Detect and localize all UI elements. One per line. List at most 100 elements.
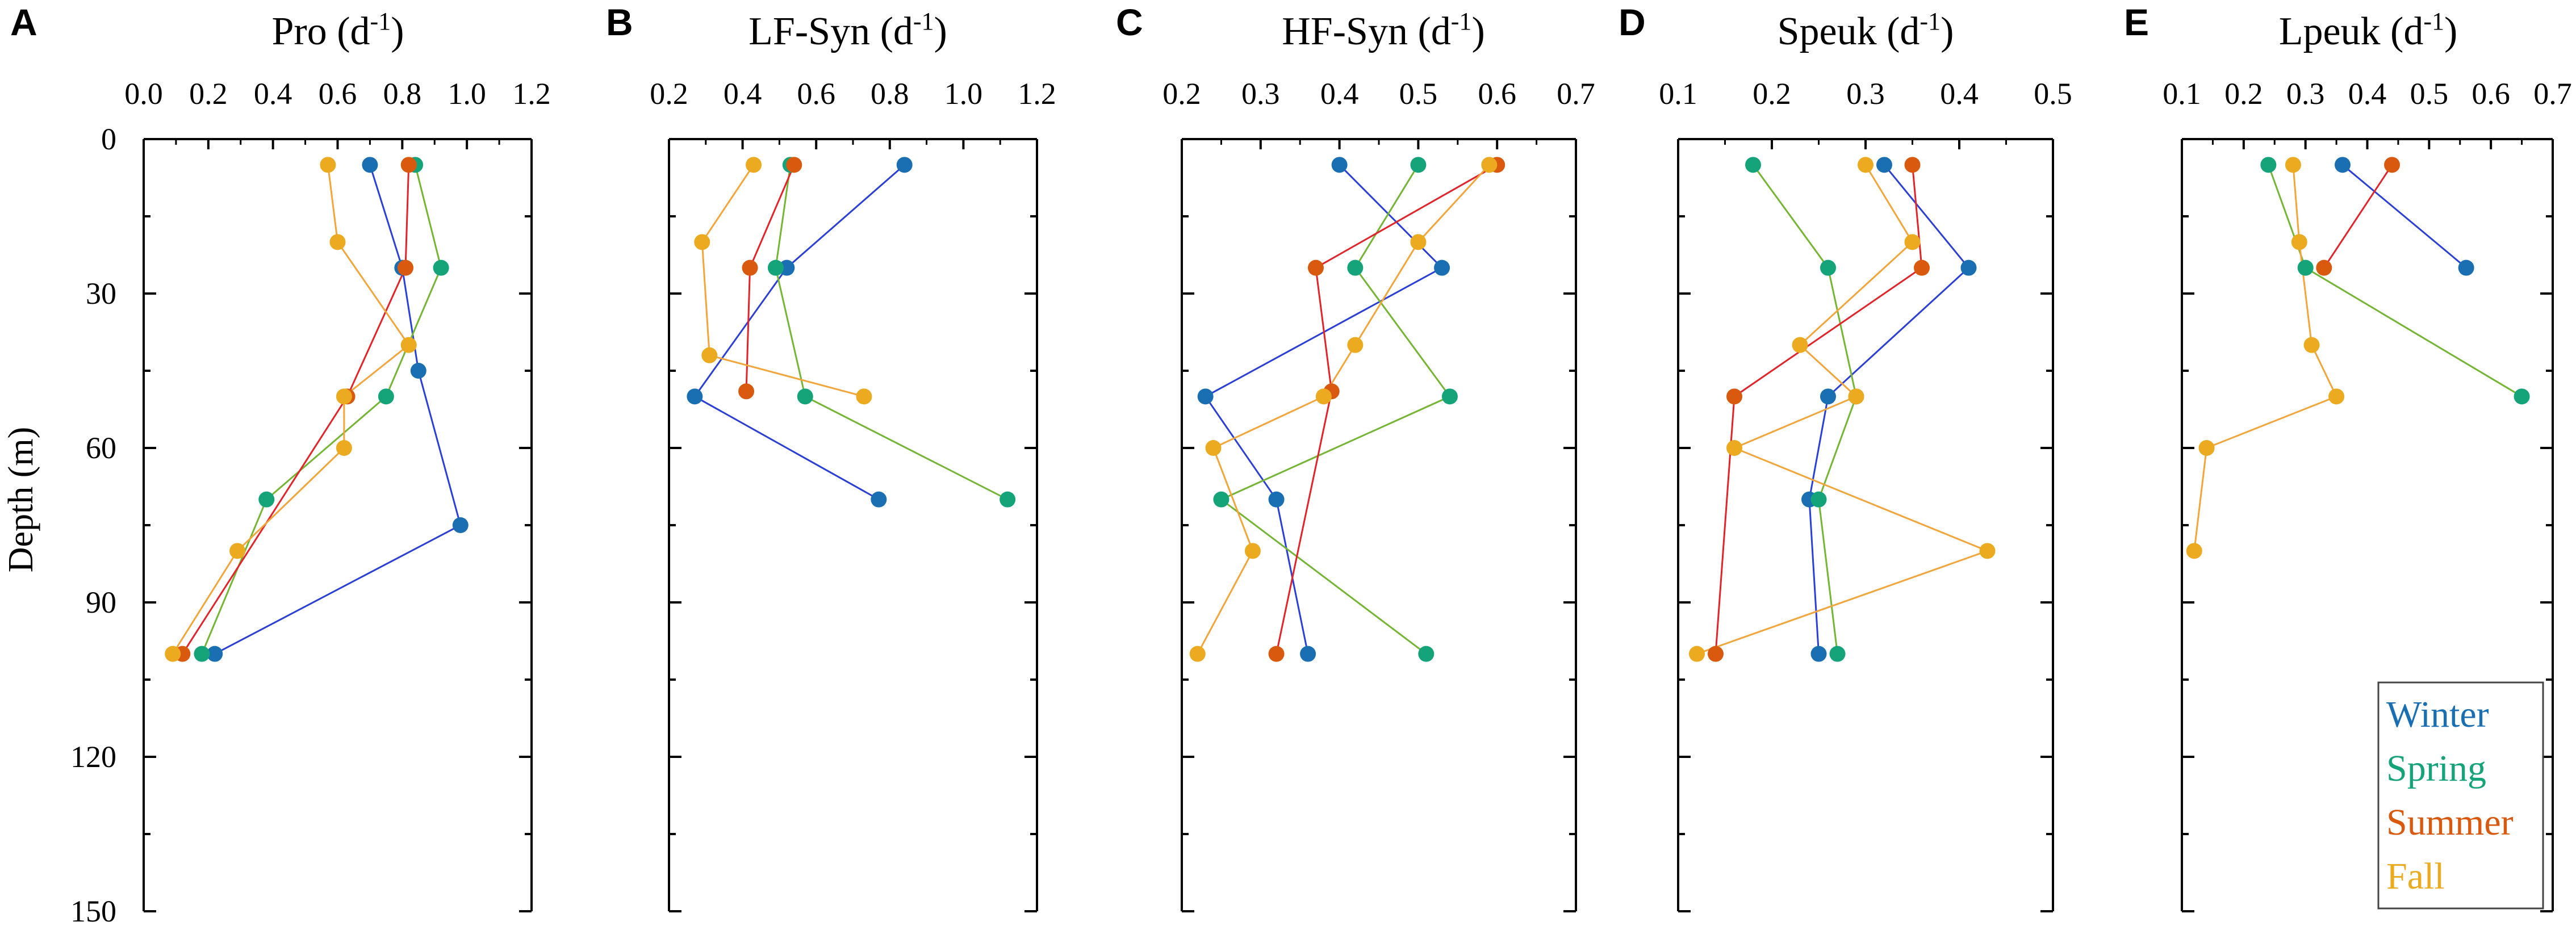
title-unit-sup-d: -1 [1920, 7, 1941, 35]
data-point-fall-b [694, 234, 710, 250]
series-line-summer-b [745, 164, 795, 392]
x-tick-label-b: 0.6 [797, 77, 835, 111]
legend-entry-spring: Spring [2386, 748, 2486, 789]
data-point-winter-c [1434, 259, 1450, 276]
x-tick-label-e: 0.3 [2286, 77, 2325, 111]
data-point-winter-c [1268, 491, 1285, 508]
x-tick-label-b: 0.2 [650, 77, 688, 111]
data-point-fall-a [336, 388, 352, 405]
data-point-fall-c [1244, 543, 1261, 559]
data-point-fall-c [1410, 234, 1427, 250]
data-point-fall-c [1189, 646, 1206, 662]
data-point-spring-c [1410, 157, 1427, 173]
title-unit-end-d: ) [1941, 10, 1954, 53]
data-point-summer-d [1914, 259, 1930, 276]
x-tick-label-d: 0.4 [1940, 77, 1979, 111]
data-point-winter-c [1331, 157, 1348, 173]
legend-box [2377, 681, 2544, 910]
data-point-winter-d [1960, 259, 1977, 276]
data-point-spring-a [258, 491, 275, 508]
data-point-summer-a [400, 157, 417, 173]
data-point-spring-c [1347, 259, 1364, 276]
data-point-fall-d [1726, 440, 1742, 456]
data-point-summer-b [742, 259, 758, 276]
x-tick-label-e: 0.7 [2533, 77, 2572, 111]
data-point-spring-e [2514, 388, 2530, 405]
data-point-spring-c [1418, 646, 1435, 662]
x-tick-label-c: 0.2 [1162, 77, 1201, 111]
data-point-fall-b [856, 388, 872, 405]
data-point-fall-c [1347, 337, 1364, 353]
data-point-spring-e [2260, 157, 2277, 173]
x-tick-label-e: 0.4 [2348, 77, 2387, 111]
series-line-winter-d [1808, 164, 1970, 654]
x-tick-label-a: 1.2 [512, 77, 551, 111]
data-point-summer-b [738, 383, 755, 400]
data-point-winter-a [207, 646, 223, 662]
x-tick-label-e: 0.1 [2163, 77, 2201, 111]
data-point-fall-c [1315, 388, 1332, 405]
x-tick-label-b: 0.8 [871, 77, 909, 111]
series-line-spring-d [1752, 164, 1858, 654]
x-tick-label-a: 0.6 [319, 77, 357, 111]
x-tick-label-a: 0.0 [124, 77, 163, 111]
series-line-spring-e [2267, 164, 2523, 397]
panel-letter-d: D [1619, 1, 1646, 43]
data-point-fall-e [2291, 234, 2307, 250]
data-point-winter-a [362, 157, 378, 173]
data-point-spring-b [1000, 491, 1016, 508]
data-point-fall-c [1205, 440, 1222, 456]
title-unit-sup-a: -1 [370, 7, 391, 35]
title-unit-sup-b: -1 [913, 7, 934, 35]
x-tick-label-c: 0.5 [1399, 77, 1438, 111]
series-line-summer-d [1714, 165, 1923, 654]
x-tick-label-d: 0.2 [1753, 77, 1791, 111]
x-tick-label-c: 0.4 [1320, 77, 1359, 111]
x-tick-label-d: 0.1 [1659, 77, 1697, 111]
x-tick-label-a: 1.0 [448, 77, 486, 111]
data-point-fall-e [2328, 388, 2345, 405]
x-tick-label-c: 0.3 [1241, 77, 1280, 111]
title-text-b: LF-Syn (d [748, 10, 913, 53]
series-line-summer-a [182, 165, 410, 655]
series-line-winter-e [2342, 164, 2467, 269]
data-point-winter-e [2334, 157, 2351, 173]
data-point-winter-b [687, 388, 703, 405]
data-point-fall-e [2285, 157, 2301, 173]
title-text-c: HF-Syn (d [1282, 10, 1451, 53]
data-point-fall-b [746, 157, 762, 173]
data-point-fall-a [336, 440, 352, 456]
panel-letter-a: A [10, 1, 37, 43]
data-point-summer-a [398, 259, 414, 276]
x-tick-label-a: 0.8 [383, 77, 422, 111]
title-unit-sup-e: -1 [2423, 7, 2444, 35]
series-line-summer-e [2323, 164, 2393, 269]
data-point-winter-a [452, 517, 469, 533]
data-point-fall-d [1792, 337, 1808, 353]
x-tick-label-d: 0.3 [1846, 77, 1885, 111]
data-point-summer-c [1268, 646, 1285, 662]
series-line-spring-a [201, 164, 442, 655]
legend-entry-summer: Summer [2386, 802, 2514, 843]
series-line-fall-e [2193, 165, 2338, 551]
data-point-fall-a [329, 234, 346, 250]
data-point-spring-a [194, 646, 210, 662]
x-tick-label-b: 1.2 [1018, 77, 1056, 111]
data-point-fall-a [229, 543, 246, 559]
panel-title-a: Pro (d-1) [271, 7, 404, 53]
panel-title-c: HF-Syn (d-1) [1282, 7, 1485, 53]
data-point-spring-c [1213, 491, 1230, 508]
data-point-spring-d [1745, 157, 1761, 173]
y-axis-label: Depth (m) [2, 427, 40, 573]
data-point-summer-d [1726, 388, 1742, 405]
data-point-winter-a [410, 363, 426, 379]
data-point-summer-d [1708, 646, 1724, 662]
series-line-summer-c [1276, 164, 1498, 654]
data-point-spring-d [1829, 646, 1846, 662]
data-point-fall-a [165, 646, 181, 662]
data-point-spring-e [2297, 259, 2314, 276]
data-point-spring-a [378, 388, 394, 405]
y-tick-label: 150 [70, 894, 116, 928]
x-tick-label-c: 0.7 [1557, 77, 1595, 111]
